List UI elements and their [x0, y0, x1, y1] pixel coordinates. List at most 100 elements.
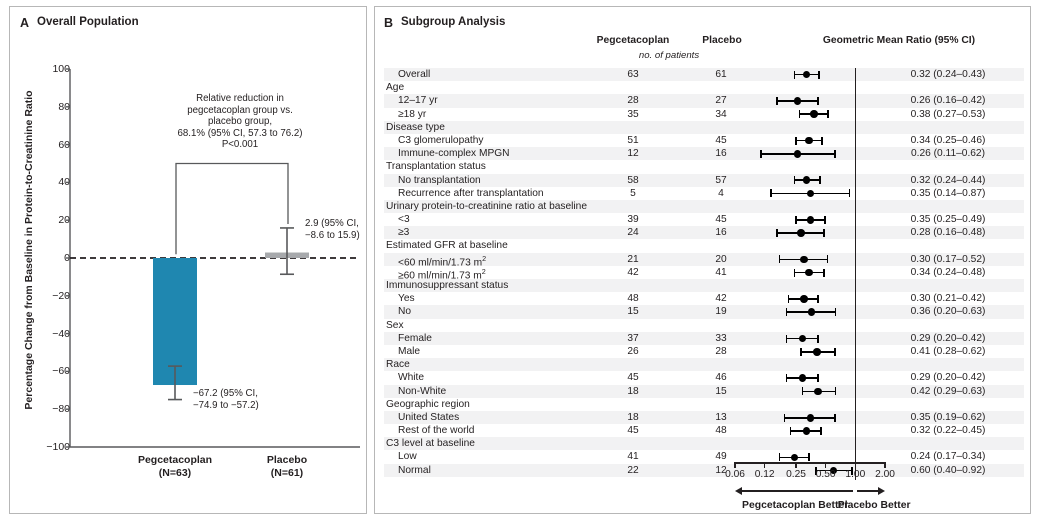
geometric-mean-ratio-value: 0.42 (0.29–0.63): [910, 385, 986, 397]
subgroup-category-row[interactable]: Transplantation status: [384, 160, 1024, 173]
subgroup-category-row[interactable]: Estimated GFR at baseline: [384, 239, 1024, 252]
geometric-mean-ratio-value: 0.28 (0.16–0.48): [910, 227, 986, 239]
n-placebo: 46: [715, 372, 727, 384]
subgroup-data-row[interactable]: United States 18 13 0.35 (0.19–0.62): [384, 410, 1024, 425]
subgroup-category-row[interactable]: Immunosuppressant status: [384, 279, 1024, 293]
geometric-mean-ratio-value: 0.60 (0.40–0.92): [910, 464, 986, 476]
subgroup-label: C3 glomerulopathy: [398, 134, 484, 146]
n-pegcetacoplan: 22: [627, 464, 639, 476]
placebo-better-label: Placebo Better: [837, 500, 911, 511]
subgroup-data-row[interactable]: No transplantation 58 57 0.32 (0.24–0.44): [384, 173, 1024, 187]
subgroup-label: Transplantation status: [386, 161, 486, 173]
axis-tick: [854, 462, 857, 468]
n-pegcetacoplan: 26: [627, 345, 639, 357]
subgroup-data-row[interactable]: ≥18 yr 35 34 0.38 (0.27–0.53): [384, 108, 1024, 121]
panel-b-letter: B: [384, 16, 394, 30]
subgroup-data-row[interactable]: White 45 46 0.29 (0.20–0.42): [384, 371, 1024, 384]
subgroup-label: White: [398, 372, 425, 384]
n-placebo: 41: [715, 266, 727, 278]
subgroup-category-row[interactable]: Urinary protein-to-creatinine ratio at b…: [384, 199, 1024, 214]
subgroup-data-row[interactable]: <3 39 45 0.35 (0.25–0.49): [384, 213, 1024, 226]
geometric-mean-ratio-value: 0.41 (0.28–0.62): [910, 345, 986, 357]
subgroup-data-row[interactable]: ≥60 ml/min/1.73 m2 42 41 0.34 (0.24–0.48): [384, 266, 1024, 281]
geometric-mean-ratio-value: 0.36 (0.20–0.63): [910, 306, 986, 318]
n-pegcetacoplan: 48: [627, 293, 639, 305]
subgroup-data-row[interactable]: Rest of the world 45 48 0.32 (0.22–0.45): [384, 424, 1024, 437]
axis-tick: [734, 462, 736, 468]
subgroup-label: <3: [398, 214, 410, 226]
n-placebo: 57: [715, 174, 727, 186]
geometric-mean-ratio-value: 0.34 (0.24–0.48): [910, 266, 986, 278]
column-header-units: no. of patients: [638, 50, 700, 61]
subgroup-label: Yes: [398, 293, 415, 305]
panel-a-annotation-line: P<0.001: [221, 139, 259, 151]
n-pegcetacoplan: 45: [627, 372, 639, 384]
n-pegcetacoplan: 39: [627, 214, 639, 226]
subgroup-category-row[interactable]: Age: [384, 81, 1024, 94]
panel-a-chart-canvas: [66, 68, 360, 448]
panel-a-category-name: Placebo: [266, 454, 308, 466]
n-pegcetacoplan: 58: [627, 174, 639, 186]
subgroup-data-row[interactable]: Recurrence after transplantation 5 4 0.35 (…: [384, 187, 1024, 200]
panel-a-annotation-line: Relative reduction in: [196, 93, 284, 104]
subgroup-label: Overall: [398, 69, 431, 80]
panel-a-y-tick-label: 20: [58, 214, 70, 227]
n-placebo: 16: [715, 148, 727, 160]
n-pegcetacoplan: 18: [627, 411, 639, 423]
subgroup-category-row[interactable]: Sex: [384, 319, 1024, 332]
subgroup-data-row[interactable]: 12–17 yr 28 27 0.26 (0.16–0.42): [384, 94, 1024, 108]
n-placebo: 49: [715, 451, 727, 463]
subgroup-data-row[interactable]: Low 41 49 0.24 (0.17–0.34): [384, 450, 1024, 463]
n-placebo: 20: [715, 253, 727, 265]
panel-a-category-pegcetacoplan: Pegcetacoplan (N=63): [115, 454, 235, 480]
column-header-geometric-mean-ratio: Geometric Mean Ratio (95% CI): [822, 35, 976, 46]
panel-a-comparison-bracket: [175, 162, 289, 255]
axis-tick: [795, 462, 797, 468]
subgroup-data-row[interactable]: Male 26 28 0.41 (0.28–0.62): [384, 345, 1024, 358]
subgroup-data-row[interactable]: <60 ml/min/1.73 m2 21 20 0.30 (0.17–0.52): [384, 252, 1024, 268]
panel-a-category-name: Pegcetacoplan: [137, 454, 213, 466]
panel-a-y-tick-label: 60: [58, 138, 70, 151]
subgroup-label: Estimated GFR at baseline: [386, 240, 508, 252]
n-placebo: 45: [715, 214, 727, 226]
pegcetacoplan-better-label: Pegcetacoplan Better: [742, 500, 849, 511]
subgroup-category-row[interactable]: Race: [384, 358, 1024, 372]
n-pegcetacoplan: 42: [627, 266, 639, 278]
subgroup-category-row[interactable]: C3 level at baseline: [384, 437, 1024, 451]
subgroup-label: Immune-complex MPGN: [398, 148, 510, 160]
n-pegcetacoplan: 35: [627, 108, 639, 120]
subgroup-label: Sex: [386, 319, 404, 331]
n-pegcetacoplan: 18: [627, 385, 639, 397]
subgroup-data-row[interactable]: Overall 63 61 0.32 (0.24–0.43): [384, 68, 1024, 82]
subgroup-data-row[interactable]: Immune-complex MPGN 12 16 0.26 (0.11–0.62): [384, 147, 1024, 161]
subgroup-data-row[interactable]: No 15 19 0.36 (0.20–0.63): [384, 305, 1024, 319]
subgroup-data-row[interactable]: Non-White 18 15 0.42 (0.29–0.63): [384, 384, 1024, 398]
n-placebo: 19: [715, 306, 727, 318]
subgroup-label: ≥18 yr: [398, 108, 427, 120]
subgroup-category-row[interactable]: Geographic region: [384, 398, 1024, 411]
subgroup-data-row[interactable]: Normal 22 12 0.60 (0.40–0.92): [384, 463, 1024, 477]
subgroup-data-row[interactable]: Female 37 33 0.29 (0.20–0.42): [384, 331, 1024, 345]
subgroup-data-row[interactable]: Yes 48 42 0.30 (0.21–0.42): [384, 292, 1024, 305]
subgroup-label: United States: [398, 411, 460, 423]
panel-a-y-tick-label: −100: [46, 441, 70, 453]
subgroup-label: No: [398, 306, 412, 318]
subgroup-label: Normal: [398, 464, 431, 476]
subgroup-table-body: Overall 63 61 0.32 (0.24–0.43) Age 12–17 yr 28…: [384, 68, 1024, 477]
geometric-mean-ratio-value: 0.30 (0.17–0.52): [910, 253, 986, 265]
column-header-pegcetacoplan: Pegcetacoplan: [596, 35, 670, 46]
subgroup-label: C3 level at baseline: [386, 438, 475, 450]
n-pegcetacoplan: 37: [627, 332, 639, 344]
panel-a-y-tick-label: 100: [52, 63, 70, 75]
column-header-placebo: Placebo: [702, 35, 742, 46]
geometric-mean-ratio-value: 0.30 (0.21–0.42): [910, 293, 986, 305]
subgroup-category-row[interactable]: Disease type: [384, 120, 1024, 134]
subgroup-data-row[interactable]: C3 glomerulopathy 51 45 0.34 (0.25–0.46): [384, 134, 1024, 147]
subgroup-data-row[interactable]: ≥3 24 16 0.28 (0.16–0.48): [384, 226, 1024, 240]
forest-plot-axis: 0.06 0.12 0.25 0.50 1.00 2.00 Pegcetacoplan Be…: [384, 462, 1024, 512]
n-placebo: 45: [715, 134, 727, 146]
panel-a-pegcetacoplan-value-label: −67.2 (95% CI, −74.9 to −57.2): [193, 388, 323, 411]
geometric-mean-ratio-value: 0.29 (0.20–0.42): [910, 332, 986, 344]
geometric-mean-ratio-value: 0.35 (0.14–0.87): [910, 187, 986, 199]
